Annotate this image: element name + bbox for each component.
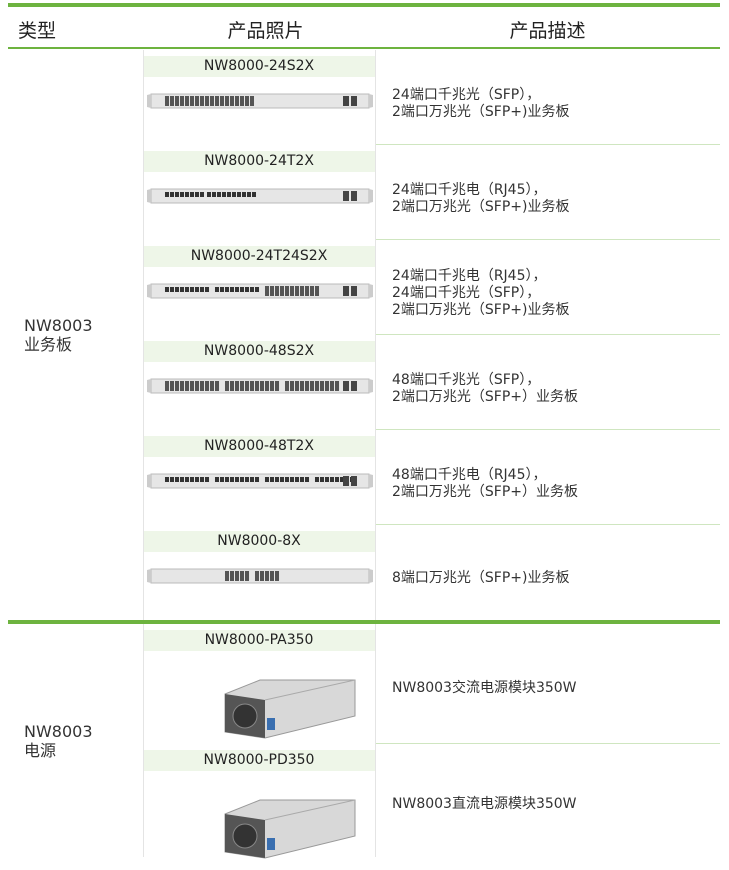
- product-image: [147, 93, 373, 109]
- row-divider: [375, 239, 720, 240]
- product-description: 2端口万兆光（SFP+)业务板: [392, 302, 570, 318]
- product-description: 2端口万兆光（SFP+)业务板: [392, 198, 570, 215]
- header-photo: 产品照片: [227, 20, 304, 42]
- product-description: 24端口千兆电（RJ45），: [392, 268, 547, 284]
- product-name: NW8000-PD350: [143, 750, 375, 771]
- product-description: 48端口千兆电（RJ45），: [392, 466, 547, 483]
- product-photo: [145, 280, 375, 306]
- product-name: NW8000-8X: [143, 531, 375, 552]
- column-divider: [375, 50, 376, 620]
- product-photo: [145, 470, 375, 496]
- row-divider: [375, 144, 720, 145]
- product-image: [147, 473, 373, 489]
- product-image: [224, 799, 356, 859]
- product-description: 2端口万兆光（SFP+）业务板: [392, 483, 579, 500]
- product-name: NW8000-48T2X: [143, 436, 375, 457]
- product-description: 24端口千兆电（RJ45），: [392, 181, 547, 198]
- product-image: [147, 568, 373, 584]
- product-image: [224, 679, 356, 739]
- section-type: NW8003: [24, 721, 93, 741]
- section-rule: [8, 620, 720, 624]
- product-description: 2端口万兆光（SFP+)业务板: [392, 103, 570, 120]
- product-description: 24端口千兆光（SFP），: [392, 86, 541, 103]
- section-type: 电源: [24, 740, 57, 760]
- product-photo: [205, 666, 365, 750]
- product-photo: [145, 90, 375, 116]
- product-description: 2端口万兆光（SFP+）业务板: [392, 388, 579, 405]
- product-description: NW8003交流电源模块350W: [392, 679, 577, 696]
- product-image: [147, 283, 373, 299]
- product-image: [147, 188, 373, 204]
- column-divider: [143, 624, 144, 857]
- product-name: NW8000-24T2X: [143, 151, 375, 172]
- product-photo: [145, 565, 375, 591]
- row-divider: [375, 743, 720, 744]
- section-type: NW8003: [24, 316, 93, 335]
- header-description: 产品描述: [509, 20, 586, 42]
- column-divider: [375, 624, 376, 857]
- header-rule: [8, 47, 720, 49]
- product-name: NW8000-PA350: [143, 630, 375, 651]
- top-rule: [8, 3, 720, 7]
- product-photo: [205, 786, 365, 870]
- product-description: 8端口万兆光（SFP+)业务板: [392, 570, 570, 586]
- product-name: NW8000-24S2X: [143, 56, 375, 77]
- row-divider: [375, 429, 720, 430]
- product-name: NW8000-24T24S2X: [143, 246, 375, 267]
- product-description: NW8003直流电源模块350W: [392, 796, 577, 812]
- product-photo: [145, 185, 375, 211]
- product-photo: [145, 375, 375, 401]
- column-divider: [143, 50, 144, 620]
- section-type: 业务板: [24, 335, 73, 354]
- row-divider: [375, 334, 720, 335]
- product-description: 24端口千兆光（SFP），: [392, 285, 541, 301]
- header-type: 类型: [18, 20, 57, 42]
- product-name: NW8000-48S2X: [143, 341, 375, 362]
- row-divider: [375, 524, 720, 525]
- product-image: [147, 378, 373, 394]
- product-description: 48端口千兆光（SFP），: [392, 371, 541, 388]
